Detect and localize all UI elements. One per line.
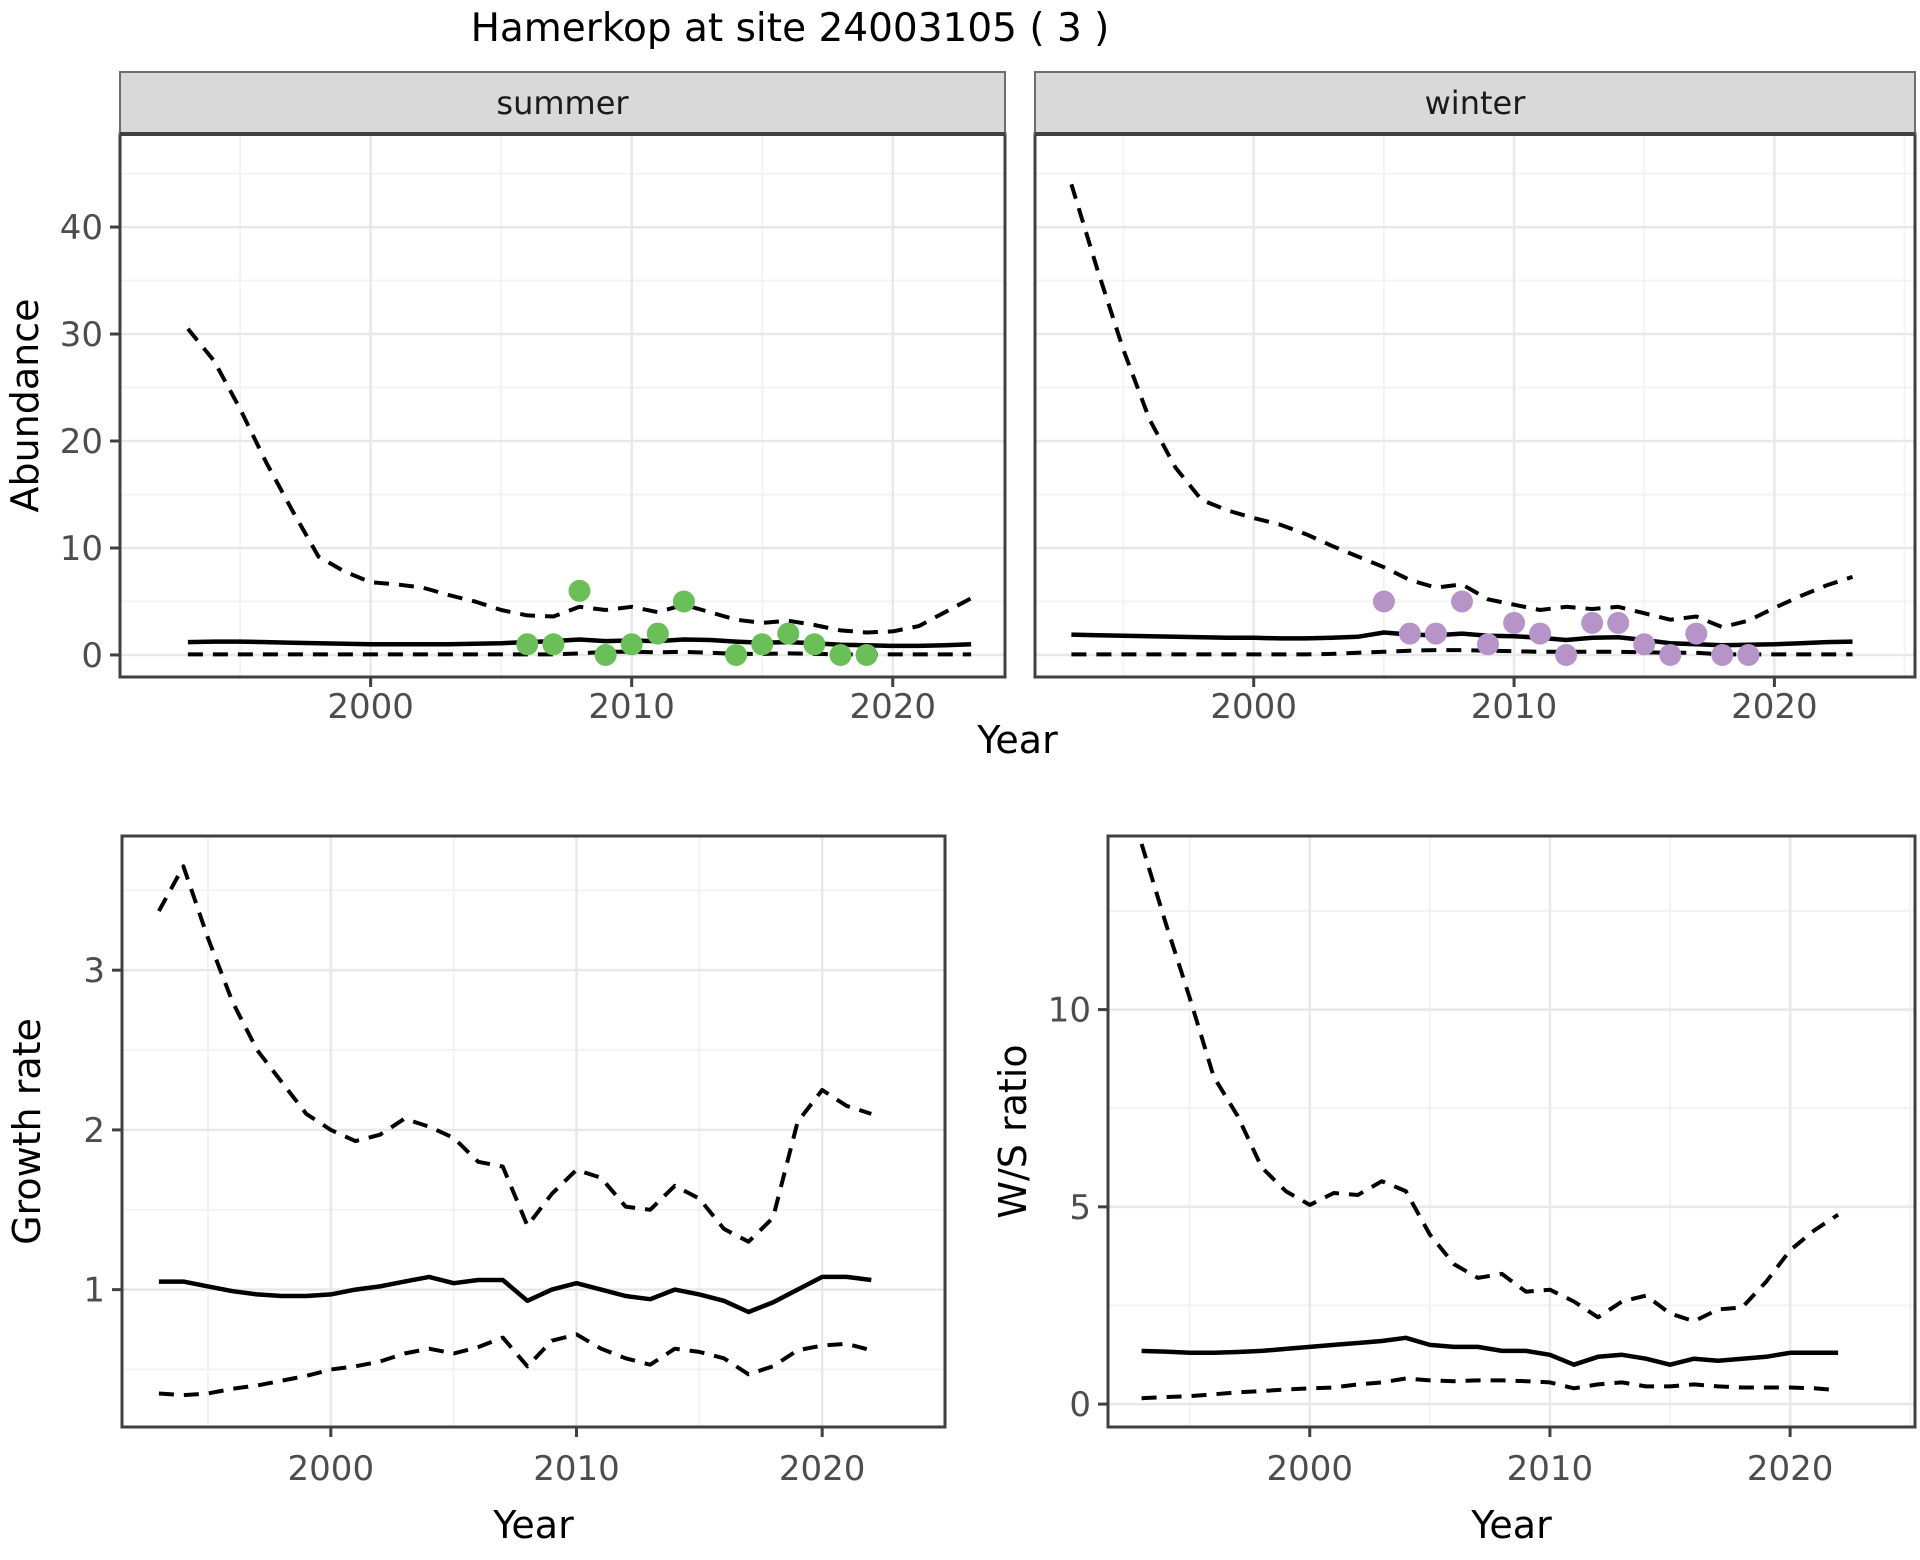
data-point: [751, 633, 774, 656]
y-tick-label: 40: [60, 208, 103, 248]
panel-background: [122, 836, 945, 1427]
data-point: [1372, 590, 1395, 613]
data-point: [1685, 622, 1708, 645]
panel-abundance-winter: winter 2000 2010 2020: [1033, 71, 1917, 727]
y-tick-label: 10: [1048, 991, 1091, 1031]
y-tick-label: 1: [83, 1271, 105, 1311]
winter_observations: [1372, 590, 1760, 666]
data-point: [1659, 644, 1682, 666]
panel-border: [1106, 834, 1917, 1429]
data-point: [1607, 611, 1630, 634]
shared-x-axis-title: Year: [976, 718, 1058, 762]
panel-background: [120, 134, 1005, 677]
x-tick-label: 2000: [1210, 687, 1297, 727]
x-tick-label: 2010: [1471, 687, 1558, 727]
panel-border: [120, 834, 947, 1429]
data-point: [1581, 611, 1604, 634]
grid-minor: [1108, 836, 1915, 1427]
y-axis-title: Growth rate: [5, 1018, 49, 1245]
data-point: [777, 622, 800, 645]
data-point: [1424, 622, 1447, 645]
data-point: [1451, 590, 1473, 613]
series-mean: [158, 1274, 872, 1315]
x-tick-label: 2010: [533, 1449, 620, 1489]
data-point: [620, 633, 643, 656]
y-tick-label: 30: [60, 315, 103, 355]
y-tick-label: 10: [60, 529, 103, 569]
facet-label: winter: [1425, 84, 1527, 122]
panel-growth-rate: 2000 2010 2020 1 2 3 Growth rate Year: [5, 834, 947, 1547]
facet-strip: [119, 71, 1006, 135]
data-point: [1398, 622, 1421, 645]
x-tick-label: 2010: [1507, 1449, 1594, 1489]
x-tick-label: 2000: [288, 1449, 375, 1489]
x-tick-label: 2020: [1747, 1449, 1834, 1489]
grid-minor: [120, 134, 1005, 677]
y-tick-label: 20: [60, 422, 103, 462]
data-point: [1555, 644, 1578, 666]
y-tick-label: 5: [1069, 1188, 1091, 1228]
data-point: [829, 644, 852, 666]
x-tick-label: 2020: [1731, 687, 1818, 727]
panel-abundance-summer: summer 2000 2010 2020 0 10 20 30 40 Abundance: [3, 71, 1007, 727]
y-tick-label: 0: [1069, 1385, 1091, 1425]
data-point: [672, 590, 695, 613]
data-point: [646, 622, 669, 645]
panel-background: [1108, 836, 1915, 1427]
data-point: [1633, 633, 1656, 656]
x-axis-title: Year: [1470, 1503, 1552, 1547]
series-upper_ci: [186, 327, 973, 635]
y-axis-title: W/S ratio: [991, 1044, 1035, 1218]
x-tick-label: 2020: [779, 1449, 866, 1489]
series-mean: [1141, 1335, 1839, 1367]
x-tick-label: 2020: [849, 687, 936, 727]
panel-background: [1035, 134, 1915, 677]
data-point: [1477, 633, 1499, 656]
x-tick-label: 2000: [1266, 1449, 1353, 1489]
data-point: [1529, 622, 1552, 645]
x-tick-label: 2010: [588, 687, 675, 727]
grid-major: [122, 836, 945, 1427]
data-point: [1737, 644, 1760, 666]
series-lines: [1139, 843, 1840, 1401]
grid-major: [1108, 836, 1915, 1427]
data-point: [1503, 611, 1526, 634]
series-upper_ci: [1139, 843, 1840, 1324]
grid-minor: [1035, 134, 1915, 677]
page-title: Hamerkop at site 24003105 ( 3 ): [470, 6, 1110, 51]
x-tick-label: 2000: [327, 687, 414, 727]
data-point: [725, 644, 748, 666]
y-axis-title: Abundance: [3, 298, 47, 512]
data-point: [855, 644, 878, 666]
series-upper_ci: [157, 864, 872, 1244]
series-lines: [157, 864, 872, 1398]
y-tick-label: 3: [83, 951, 105, 991]
data-point: [594, 644, 617, 666]
data-point: [803, 633, 826, 656]
summer_observations: [516, 579, 878, 666]
panel-ws-ratio: 2000 2010 2020 0 5 10 W/S ratio Year: [991, 834, 1917, 1547]
data-point: [1711, 644, 1734, 666]
data-point: [568, 579, 591, 602]
y-tick-label: 0: [81, 636, 103, 676]
facet-strip: [1034, 71, 1916, 135]
x-axis-title: Year: [492, 1503, 574, 1547]
data-point: [516, 633, 539, 656]
series-lower_ci: [1141, 1376, 1839, 1401]
data-point: [542, 633, 565, 656]
facet-label: summer: [496, 84, 629, 122]
y-tick-label: 2: [83, 1111, 105, 1151]
